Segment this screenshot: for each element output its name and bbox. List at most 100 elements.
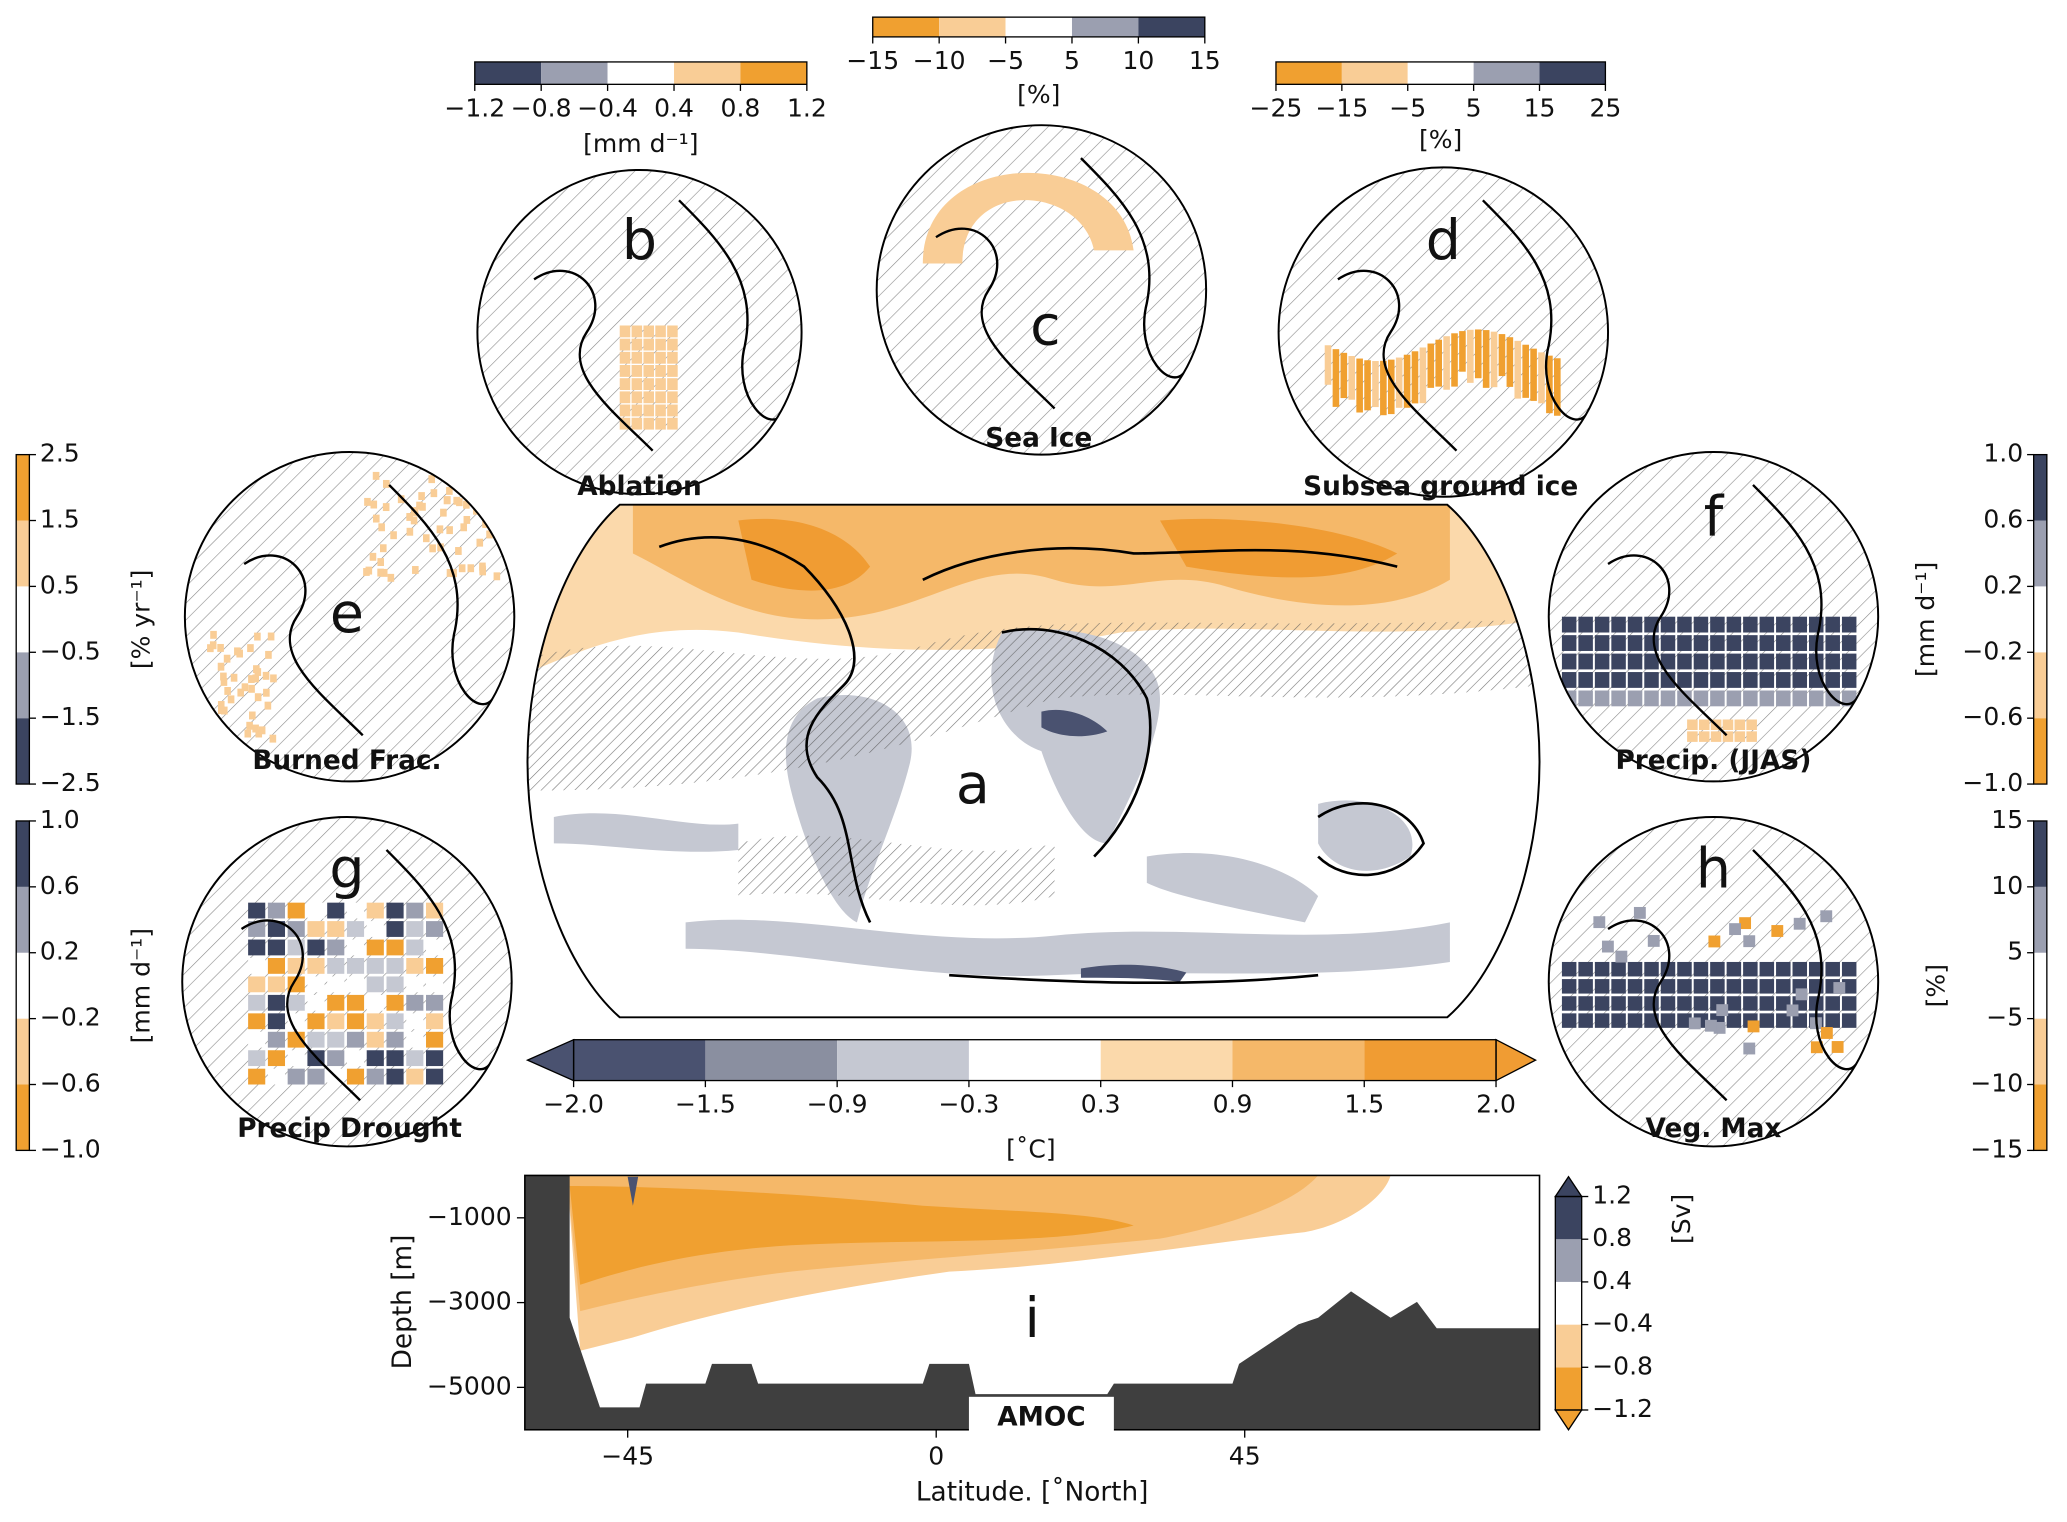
grid-cell <box>1716 1004 1729 1017</box>
grid-cell <box>619 338 631 351</box>
colorbar-bin <box>2033 520 2047 587</box>
grid-cell <box>241 683 249 692</box>
colorbar-tick-label: −0.6 <box>1962 702 2023 731</box>
colorbar-bin <box>1232 1039 1365 1081</box>
colorbar-tick-label: 25 <box>1589 93 1621 122</box>
grid-cell <box>1594 616 1610 633</box>
grid-cell <box>426 1068 444 1085</box>
colorbar-frame <box>872 16 1206 38</box>
colorbar-tick-label: −1.0 <box>40 1134 101 1163</box>
grid-cell <box>1693 653 1709 670</box>
grid-cell <box>1578 1013 1593 1028</box>
colorbar-frame <box>15 820 31 1152</box>
grid-cell <box>655 391 666 404</box>
grid-cell <box>327 1013 345 1030</box>
grid-cell <box>1795 988 1808 1001</box>
grid-cell <box>1825 1013 1840 1028</box>
grid-cell <box>366 1050 384 1067</box>
grid-cell <box>1726 672 1742 688</box>
grid-cell <box>1726 653 1742 670</box>
grid-cell <box>619 325 631 338</box>
colorbar-bin <box>16 520 30 587</box>
grid-cell <box>1578 616 1593 633</box>
colorbar-bin <box>2033 1084 2047 1151</box>
grid-cell <box>1615 950 1628 963</box>
grid-cell <box>1825 653 1840 670</box>
grid-cell <box>1601 940 1614 953</box>
grid-cell <box>1693 961 1709 977</box>
grid-cell <box>406 921 424 937</box>
grid-cell <box>406 1031 424 1048</box>
colorbar-bin <box>573 1039 706 1081</box>
grid-cell <box>463 500 470 509</box>
grid-cell <box>378 523 385 532</box>
grid-cell <box>631 404 643 417</box>
colorbar-tick-label: −1.5 <box>675 1090 736 1119</box>
grid-cell <box>1841 616 1857 633</box>
grid-cell <box>667 417 678 430</box>
grid-cell <box>1792 635 1808 651</box>
grid-cell <box>364 497 371 506</box>
grid-cell <box>1364 360 1371 411</box>
grid-cell <box>1710 731 1722 742</box>
panel-letter: b <box>622 209 657 273</box>
grid-cell <box>1743 672 1758 688</box>
colorbar-tick-label: −10 <box>913 46 966 75</box>
grid-cell <box>1759 672 1775 688</box>
grid-cell <box>307 994 325 1011</box>
grid-cell <box>252 674 260 683</box>
colorbar-tick-label: 15 <box>1991 805 2023 834</box>
grid-cell <box>366 1031 384 1048</box>
grid-cell <box>406 1068 424 1085</box>
grid-cell <box>217 643 224 652</box>
grid-cell <box>382 503 390 512</box>
grid-cell <box>1743 1042 1756 1055</box>
grid-cell <box>426 1031 444 1048</box>
panel-title: Precip. (JJAS) <box>1616 746 1812 776</box>
panel-letter: h <box>1696 837 1731 901</box>
colorbar-tick-label: 10 <box>1991 871 2023 900</box>
grid-cell <box>346 939 365 956</box>
colorbar-bin <box>1364 1039 1497 1081</box>
grid-cell <box>1514 340 1522 399</box>
globe-outline <box>1277 166 1610 498</box>
grid-cell <box>227 695 235 704</box>
grid-cell <box>1611 1013 1626 1028</box>
grid-cell <box>386 1031 404 1048</box>
grid-cell <box>327 958 345 974</box>
grid-cell <box>480 475 488 484</box>
grid-cell <box>1578 653 1593 670</box>
grid-cell <box>1841 653 1857 670</box>
y-tick-label: −5000 <box>427 1371 512 1400</box>
grid-cell <box>248 976 266 993</box>
grid-cell <box>248 1068 266 1085</box>
colorbar-tick-label: −5 <box>1389 93 1426 122</box>
grid-cell <box>248 1050 266 1067</box>
grid-cell <box>1677 672 1692 688</box>
colorbar-label: [% yr⁻¹] <box>127 570 156 670</box>
grid-cell <box>643 417 654 430</box>
colorbar-tick-label: −15 <box>846 46 899 75</box>
colorbar-tick-label: −0.2 <box>40 1003 101 1032</box>
grid-cell <box>287 1031 305 1048</box>
grid-cell <box>1644 672 1659 688</box>
colorbar-label: [%] <box>1921 964 1950 1007</box>
grid-cell <box>269 734 277 743</box>
globe <box>876 125 1207 455</box>
grid-cell <box>494 494 501 503</box>
grid-cell <box>1688 1017 1701 1030</box>
grid-cell <box>667 378 678 391</box>
grid-cell <box>248 675 255 684</box>
colorbar-label: [Sv] <box>1667 1194 1696 1244</box>
grid-cell <box>1677 635 1692 651</box>
grid-cell <box>1776 653 1791 670</box>
globe <box>1548 817 1879 1147</box>
grid-cell <box>1759 635 1775 651</box>
grid-cell <box>1705 1019 1717 1032</box>
grid-cell <box>373 514 380 523</box>
grid-cell <box>1726 690 1742 707</box>
grid-cell <box>267 1013 286 1030</box>
amoc-strong <box>569 1185 1134 1285</box>
grid-cell <box>1627 1013 1643 1028</box>
